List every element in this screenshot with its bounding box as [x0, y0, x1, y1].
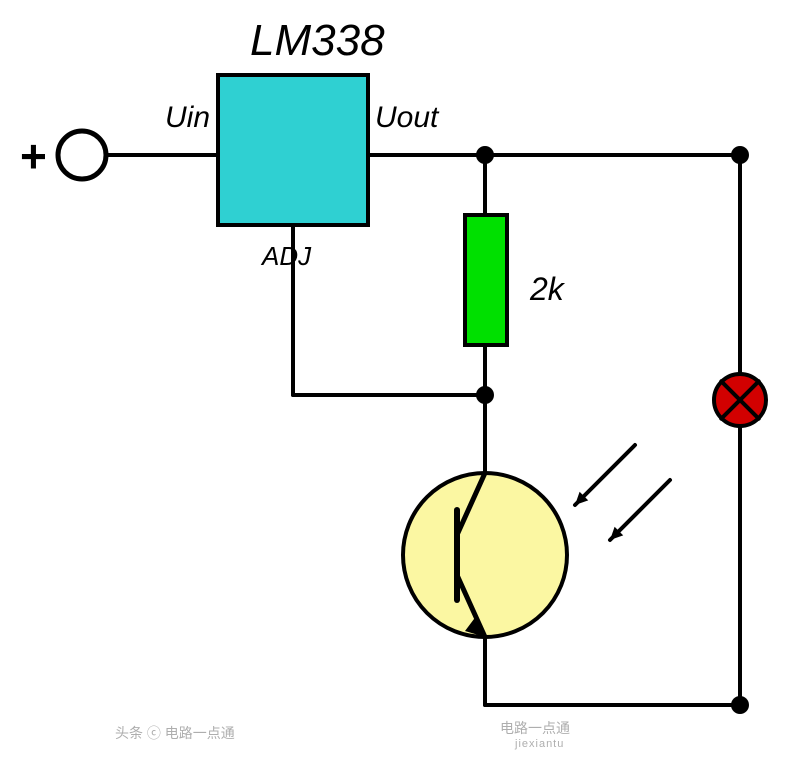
- phototransistor: [403, 473, 567, 637]
- voltage-regulator-chip: [218, 75, 368, 225]
- uout-label: Uout: [375, 101, 440, 134]
- resistor: [465, 215, 507, 345]
- adj-label: ADJ: [260, 241, 312, 271]
- chip-title: LM338: [250, 16, 385, 65]
- junction-node: [731, 146, 749, 164]
- junction-node: [731, 696, 749, 714]
- resistor-value: 2k: [529, 271, 566, 307]
- junction-node: [476, 386, 494, 404]
- uin-label: Uin: [165, 101, 210, 134]
- input-terminal: [58, 131, 106, 179]
- junction-node: [476, 146, 494, 164]
- plus-symbol: +: [20, 130, 47, 182]
